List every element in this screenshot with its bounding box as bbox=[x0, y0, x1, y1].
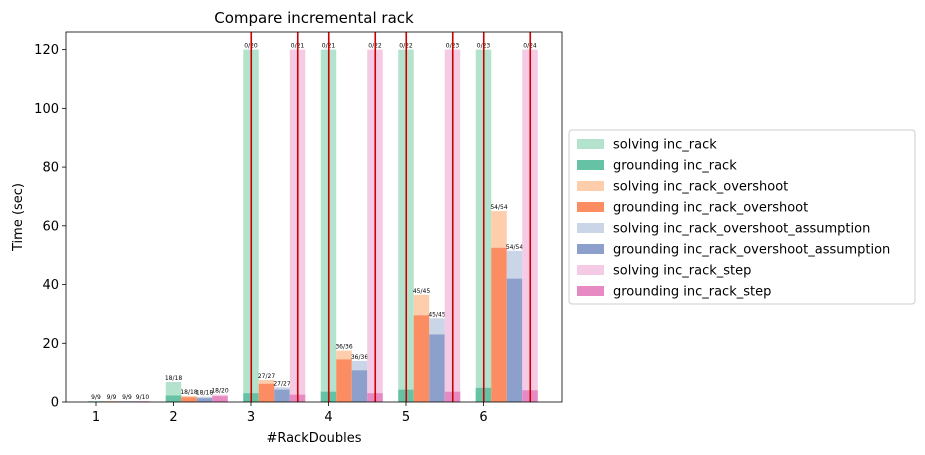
legend-label-solving-inc_rack_step: solving inc_rack_step bbox=[613, 264, 751, 279]
legend-swatch-solving-inc_rack_step bbox=[577, 265, 604, 275]
bar-grounding-inc_rack_overshoot_assumption-6 bbox=[506, 278, 523, 402]
bar-grounding-inc_rack_overshoot_assumption-3 bbox=[274, 389, 290, 402]
y-tick-label-20: 20 bbox=[42, 337, 59, 352]
legend-label-solving-inc_rack_overshoot: solving inc_rack_overshoot bbox=[613, 180, 788, 195]
data-label-inc_rack_overshoot-1: 9/9 bbox=[107, 394, 117, 401]
data-label-inc_rack-2: 18/18 bbox=[165, 375, 182, 382]
bar-grounding-inc_rack_overshoot-2 bbox=[181, 397, 197, 402]
bar-grounding-inc_rack_overshoot-4 bbox=[336, 359, 352, 402]
bar-grounding-inc_rack_overshoot-6 bbox=[491, 247, 507, 402]
data-label-inc_rack_overshoot_assumption-1: 9/9 bbox=[122, 394, 132, 401]
bar-grounding-inc_rack-2 bbox=[165, 395, 182, 402]
bar-grounding-inc_rack_overshoot-5 bbox=[413, 315, 430, 402]
y-axis-title: Time (sec) bbox=[11, 183, 26, 252]
x-tick-label-1: 1 bbox=[92, 410, 100, 425]
x-tick-label-2: 2 bbox=[169, 410, 177, 425]
data-label-inc_rack_overshoot-5: 45/45 bbox=[413, 288, 430, 295]
legend-swatch-grounding-inc_rack_overshoot bbox=[577, 202, 604, 212]
bar-grounding-inc_rack_overshoot_assumption-4 bbox=[351, 370, 368, 402]
x-tick-label-3: 3 bbox=[247, 410, 255, 425]
data-label-inc_rack_overshoot_assumption-2: 18/18 bbox=[196, 390, 213, 397]
legend-swatch-grounding-inc_rack bbox=[577, 160, 604, 170]
legend-label-grounding-inc_rack_overshoot_assumption: grounding inc_rack_overshoot_assumption bbox=[613, 243, 890, 258]
legend-label-grounding-inc_rack: grounding inc_rack bbox=[613, 159, 737, 174]
plot-frame bbox=[65, 31, 563, 403]
bar-grounding-inc_rack_overshoot-3 bbox=[258, 383, 275, 402]
data-label-inc_rack-1: 9/9 bbox=[91, 394, 101, 401]
data-label-inc_rack_overshoot-2: 18/18 bbox=[180, 389, 197, 396]
legend-label-grounding-inc_rack_step: grounding inc_rack_step bbox=[613, 285, 771, 300]
legend-swatch-solving-inc_rack_overshoot_assumption bbox=[577, 223, 604, 233]
legend-label-solving-inc_rack: solving inc_rack bbox=[613, 138, 717, 153]
x-axis-title: #RackDoubles bbox=[266, 431, 361, 446]
y-tick-label-0: 0 bbox=[51, 396, 59, 411]
legend-swatch-grounding-inc_rack_step bbox=[577, 286, 604, 296]
y-tick-label-60: 60 bbox=[42, 219, 59, 234]
legend-swatch-solving-inc_rack bbox=[577, 139, 604, 149]
legend-swatch-solving-inc_rack_overshoot bbox=[577, 181, 604, 191]
bar-grounding-inc_rack_overshoot_assumption-2 bbox=[196, 398, 213, 402]
data-label-inc_rack_overshoot_assumption-4: 36/36 bbox=[351, 354, 368, 361]
legend-label-solving-inc_rack_overshoot_assumption: solving inc_rack_overshoot_assumption bbox=[613, 222, 870, 237]
data-label-inc_rack_step-2: 18/20 bbox=[211, 388, 228, 395]
y-tick-label-80: 80 bbox=[42, 161, 59, 176]
data-label-inc_rack_overshoot-6: 54/54 bbox=[490, 204, 507, 211]
x-tick-label-4: 4 bbox=[324, 410, 332, 425]
data-label-inc_rack_overshoot-4: 36/36 bbox=[335, 344, 352, 351]
y-tick-label-40: 40 bbox=[42, 278, 59, 293]
plot-area: 9/918/180/200/210/220/239/918/1827/2736/… bbox=[34, 31, 563, 425]
data-label-inc_rack_overshoot_assumption-3: 27/27 bbox=[273, 380, 290, 387]
chart-title: Compare incremental rack bbox=[214, 9, 414, 27]
data-label-inc_rack_overshoot_assumption-5: 45/45 bbox=[428, 311, 445, 318]
legend-label-grounding-inc_rack_overshoot: grounding inc_rack_overshoot bbox=[613, 201, 808, 216]
legend-frame bbox=[568, 129, 916, 305]
data-label-inc_rack_overshoot_assumption-6: 54/54 bbox=[506, 244, 523, 251]
bar-grounding-inc_rack_overshoot_assumption-5 bbox=[429, 334, 445, 402]
data-label-inc_rack_step-1: 9/10 bbox=[136, 394, 150, 401]
data-label-inc_rack_overshoot-3: 27/27 bbox=[258, 373, 275, 380]
legend: solving inc_rack grounding inc_racksolvin… bbox=[568, 129, 916, 305]
x-tick-label-6: 6 bbox=[479, 410, 487, 425]
x-tick-label-5: 5 bbox=[402, 410, 410, 425]
y-tick-label-100: 100 bbox=[34, 102, 59, 117]
y-tick-label-120: 120 bbox=[34, 43, 59, 58]
legend-swatch-grounding-inc_rack_overshoot_assumption bbox=[577, 244, 604, 254]
bar-grounding-inc_rack_step-2 bbox=[212, 396, 228, 402]
